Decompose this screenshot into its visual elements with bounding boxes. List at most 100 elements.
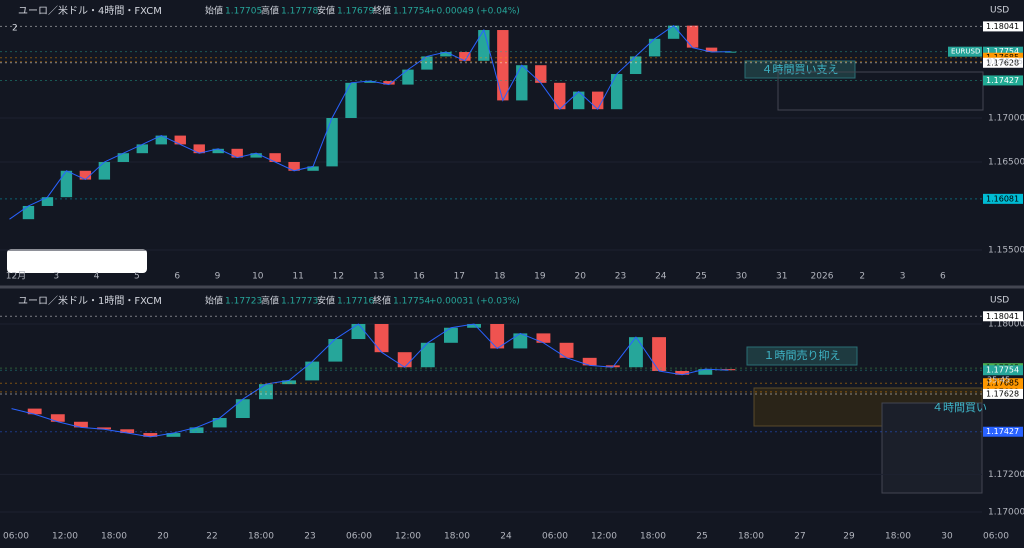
x-tick-label: 10 — [252, 272, 264, 282]
x-tick-label: 12:00 — [52, 532, 78, 542]
candle — [478, 30, 490, 61]
change: +0.00031 (+0.03%) — [429, 297, 520, 307]
countdown: 35:45 — [987, 376, 1010, 385]
price-tag-label: 1.18041 — [986, 312, 1019, 321]
candle — [536, 333, 551, 343]
price-tag-label: 1.17754 — [986, 366, 1019, 375]
candle — [50, 414, 65, 422]
candle — [629, 337, 643, 368]
ohlc-label: 終値 — [373, 295, 391, 307]
close-line — [11, 323, 729, 438]
ohlc-label: 高値 — [261, 5, 279, 17]
candle — [648, 38, 661, 57]
candle — [364, 81, 376, 83]
candle — [573, 91, 585, 110]
candle — [345, 82, 357, 119]
candle — [307, 166, 319, 171]
candle — [698, 369, 713, 375]
annotation-box — [744, 60, 856, 79]
x-tick-label: 12:00 — [395, 532, 421, 542]
candle — [120, 429, 135, 434]
candle — [250, 153, 262, 158]
x-tick-label: 18:00 — [640, 532, 666, 542]
price-tag — [983, 21, 1023, 32]
candle — [535, 65, 547, 83]
candle — [231, 148, 243, 158]
candle — [374, 323, 389, 353]
x-tick-label: 3 — [900, 272, 906, 282]
x-tick-label: 25 — [696, 532, 707, 542]
candle — [652, 337, 666, 371]
change: +0.00049 (+0.04%) — [429, 7, 520, 17]
symbol-tag-label: EURUSD — [951, 48, 980, 56]
candle — [189, 427, 204, 434]
candle — [22, 205, 35, 220]
zone-box — [777, 71, 984, 111]
x-tick-label: 18:00 — [101, 532, 127, 542]
x-tick-label: 23 — [304, 532, 315, 542]
x-tick-label: 18:00 — [738, 532, 764, 542]
candle — [235, 399, 250, 419]
ohlc-value: 1.17754 — [393, 297, 430, 307]
x-tick-label: 25 — [695, 272, 706, 282]
drawing-toolbar[interactable] — [7, 249, 147, 273]
symbol: ユーロ／米ドル・1時間・FXCM — [18, 294, 162, 307]
x-tick-label: 11 — [292, 272, 303, 282]
x-tick-label: 24 — [655, 272, 667, 282]
candle — [136, 144, 148, 154]
y-tick-label: 1.17000 — [988, 508, 1024, 518]
candle — [60, 170, 73, 198]
x-tick-label: 18:00 — [248, 532, 274, 542]
candle — [269, 153, 281, 162]
symbol: ユーロ／米ドル・4時間・FXCM — [18, 4, 162, 17]
ohlc-value: 1.17679 — [337, 7, 374, 17]
x-tick-label: 9 — [215, 272, 221, 282]
price-tag-label: 1.17628 — [986, 389, 1019, 398]
x-tick-label: 22 — [206, 532, 217, 542]
candle — [288, 161, 300, 171]
ohlc-label: 始値 — [205, 295, 223, 307]
x-tick-label: 20 — [157, 532, 169, 542]
x-tick-label: 06:00 — [346, 532, 372, 542]
x-tick-label: 17 — [454, 272, 465, 282]
y-tick-label: 1.15500 — [988, 245, 1024, 255]
candle — [74, 421, 88, 428]
annotation: １時間売り抑え — [764, 348, 841, 362]
price-tag-label: 1.17628 — [986, 58, 1019, 67]
y-tick-label: 1.18000 — [988, 319, 1024, 329]
price-tag — [983, 193, 1023, 204]
price-tag — [983, 57, 1023, 68]
candle — [402, 69, 414, 85]
price-tag — [983, 311, 1023, 322]
x-tick-label: 06:00 — [3, 532, 29, 542]
x-tick-label: 3 — [53, 272, 59, 282]
x-tick-label: 20 — [574, 272, 586, 282]
zone-box — [881, 402, 983, 494]
x-tick-label: 06:00 — [983, 532, 1009, 542]
price-tag-label: 1.16081 — [986, 194, 1019, 203]
candle — [605, 365, 620, 368]
candle — [166, 433, 181, 437]
candle — [686, 25, 699, 48]
indicator-count[interactable]: 2 — [12, 24, 18, 34]
candle — [554, 82, 566, 110]
price-tag-label: 1.17754 — [986, 47, 1019, 56]
candle — [667, 25, 680, 39]
currency[interactable]: USD — [990, 296, 1009, 306]
candle — [420, 342, 435, 368]
candle — [193, 144, 205, 154]
countdown: 01:35:45 — [987, 57, 1023, 66]
candle — [721, 369, 736, 371]
currency[interactable]: USD — [990, 6, 1009, 16]
candle — [117, 153, 130, 162]
x-tick-label: 23 — [615, 272, 626, 282]
ohlc-value: 1.17705 — [225, 7, 262, 17]
x-tick-label: 16 — [413, 272, 425, 282]
candle — [155, 135, 167, 145]
annotation-box — [746, 346, 858, 366]
candle — [97, 427, 111, 430]
candle — [582, 357, 597, 366]
x-tick-label: 31 — [776, 272, 787, 282]
